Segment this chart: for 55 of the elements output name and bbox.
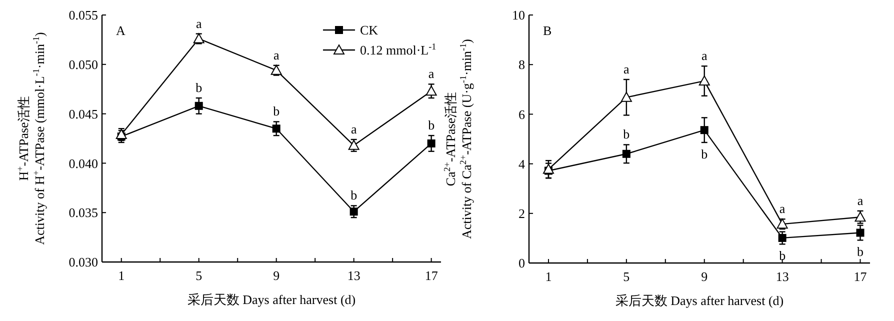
point [698,75,710,86]
x-axis-title: 采后天数 Days after harvest (d) [615,293,784,308]
y-tick-label: 10 [512,8,525,23]
point [700,126,708,134]
x-tick-label: 5 [196,268,202,283]
point [622,150,630,158]
x-tick-label: 13 [347,268,360,283]
point [427,139,436,148]
annotation: a [196,16,202,31]
annotation: a [428,66,434,82]
x-tick-label: 1 [118,268,125,283]
annotation: b [350,188,358,203]
y-tick-label: 0.055 [68,8,98,23]
y-tick-label: 0 [518,256,525,271]
x-tick-label: 13 [776,269,789,284]
point [856,228,864,237]
annotation: b [623,126,630,142]
y-tick-label: 0.040 [68,156,98,171]
annotation: b [857,244,864,260]
x-tick-label: 17 [854,269,868,284]
legend-label: 0.12 mmol·L$^{-1}$ [360,42,436,58]
y-tick-label: 0.050 [68,56,98,72]
annotation: a [779,201,786,216]
point [778,234,786,242]
legend-label: CK [360,22,379,38]
annotation: b [273,104,280,119]
point [620,92,632,102]
y-tick-label: 4 [518,156,526,172]
annotation: b [196,80,202,95]
y-tick-label: 0.030 [68,254,98,270]
y-tick-label: 0.035 [68,205,98,220]
x-tick-label: 17 [424,268,438,283]
point [272,124,280,133]
annotation: A [116,23,126,38]
annotation: b [779,248,786,264]
point [350,208,358,216]
y-tick-label: 6 [518,106,526,122]
y-tick-label: 8 [518,57,525,72]
annotation: a [701,48,708,64]
point [194,102,203,110]
annotation: a [857,192,864,208]
x-axis-title: 采后天数 Days after harvest (d) [187,292,356,307]
x-tick-label: 1 [545,269,552,284]
x-tick-label: 9 [701,269,708,284]
annotation: b [701,146,708,162]
point [426,86,437,96]
annotation: a [350,121,357,136]
x-tick-label: 9 [273,268,280,283]
y-tick-label: 0.045 [68,106,98,122]
x-tick-label: 5 [623,269,630,284]
annotation: b [428,118,435,133]
annotation: a [273,47,280,62]
annotation: a [624,61,630,76]
annotation: B [543,23,552,38]
y-tick-label: 2 [518,206,525,221]
